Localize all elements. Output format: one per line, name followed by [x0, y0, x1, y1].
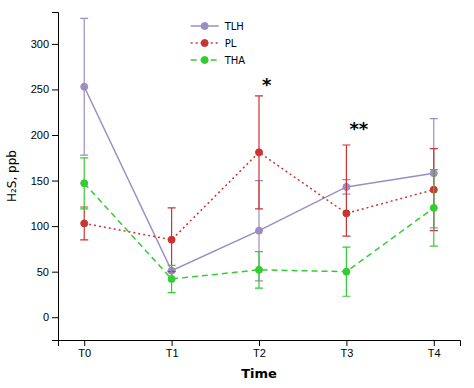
point — [343, 210, 350, 217]
tick-mark — [52, 226, 58, 227]
legend-marker — [201, 57, 208, 64]
tick-label: 200 — [31, 129, 49, 141]
point — [343, 268, 350, 275]
tick-mark — [84, 340, 85, 346]
tick-label: 100 — [31, 220, 49, 232]
tick-label: T4 — [428, 347, 441, 359]
tick-mark — [52, 272, 58, 273]
point — [430, 204, 437, 211]
axis-line — [52, 13, 59, 341]
x-axis: T0 T1 T2 T3 T4 — [59, 340, 461, 359]
x-axis-title: Time — [241, 366, 277, 381]
point — [256, 227, 263, 234]
tick-mark — [52, 135, 58, 136]
legend: TLH PL THA — [191, 21, 246, 66]
x-tick: T3 — [340, 340, 353, 359]
tick-label: T3 — [340, 347, 353, 359]
tick-mark — [52, 44, 58, 45]
x-tick: T2 — [253, 340, 266, 359]
tick-label: 50 — [37, 266, 49, 278]
y-tick: 100 — [31, 220, 58, 232]
tick-mark — [259, 340, 260, 346]
point — [168, 275, 175, 282]
x-tick: T1 — [166, 340, 179, 359]
tick-label: T0 — [78, 347, 91, 359]
legend-marker — [201, 40, 208, 47]
tick-label: 0 — [43, 311, 49, 323]
error-bar — [255, 252, 263, 288]
y-tick: 0 — [43, 311, 58, 323]
x-tick: T0 — [78, 340, 91, 359]
error-bar — [80, 18, 88, 155]
legend-marker — [201, 23, 208, 30]
tick-label: 300 — [31, 38, 49, 50]
error-bar — [342, 145, 350, 236]
tick-mark — [52, 317, 58, 318]
tick-label: T2 — [253, 347, 266, 359]
axis-line — [59, 341, 461, 347]
annotation: ** — [349, 118, 368, 139]
legend-item: THA — [191, 55, 246, 66]
point — [81, 180, 88, 187]
y-tick: 300 — [31, 38, 58, 50]
chart: 050100150200250300T0T1T2T3T4***TLHPLTHAT… — [0, 0, 474, 388]
legend-label: PL — [225, 38, 237, 49]
error-bar — [80, 207, 88, 240]
y-axis: 0 50 100 150 200 250 300 — [31, 13, 59, 341]
legend-label: TLH — [224, 21, 244, 32]
tick-mark — [52, 89, 58, 90]
y-tick: 50 — [37, 266, 58, 278]
error-bar — [80, 158, 88, 209]
marks — [80, 18, 438, 296]
tick-mark — [52, 181, 58, 182]
tick-label: T1 — [166, 347, 179, 359]
error-bar — [168, 265, 176, 292]
y-tick: 200 — [31, 129, 58, 141]
series-line — [84, 183, 434, 279]
x-tick: T4 — [428, 340, 441, 359]
series — [80, 158, 438, 296]
tick-mark — [434, 340, 435, 346]
tick-label: 150 — [31, 175, 49, 187]
error-bar — [430, 170, 438, 247]
tick-mark — [172, 340, 173, 346]
point — [81, 220, 88, 227]
point — [256, 266, 263, 273]
error-bar — [255, 96, 263, 209]
series — [80, 18, 438, 280]
y-tick: 150 — [31, 175, 58, 187]
legend-label: THA — [224, 55, 246, 66]
plot: 050100150200250300T0T1T2T3T4***TLHPLTHA — [31, 13, 461, 359]
series — [80, 96, 438, 272]
tick-mark — [346, 340, 347, 346]
tick-label: 250 — [31, 83, 49, 95]
legend-item: TLH — [191, 21, 244, 32]
y-tick: 250 — [31, 83, 58, 95]
annotation: * — [262, 74, 272, 95]
y-axis-title: H₂S, ppb — [5, 150, 19, 202]
series-line — [84, 87, 434, 271]
point — [81, 83, 88, 90]
point — [256, 149, 263, 156]
point — [168, 236, 175, 243]
error-bar — [342, 247, 350, 296]
series-line — [84, 152, 434, 239]
annotations: *** — [262, 74, 369, 139]
error-bar — [168, 208, 176, 272]
legend-item: PL — [191, 38, 237, 49]
